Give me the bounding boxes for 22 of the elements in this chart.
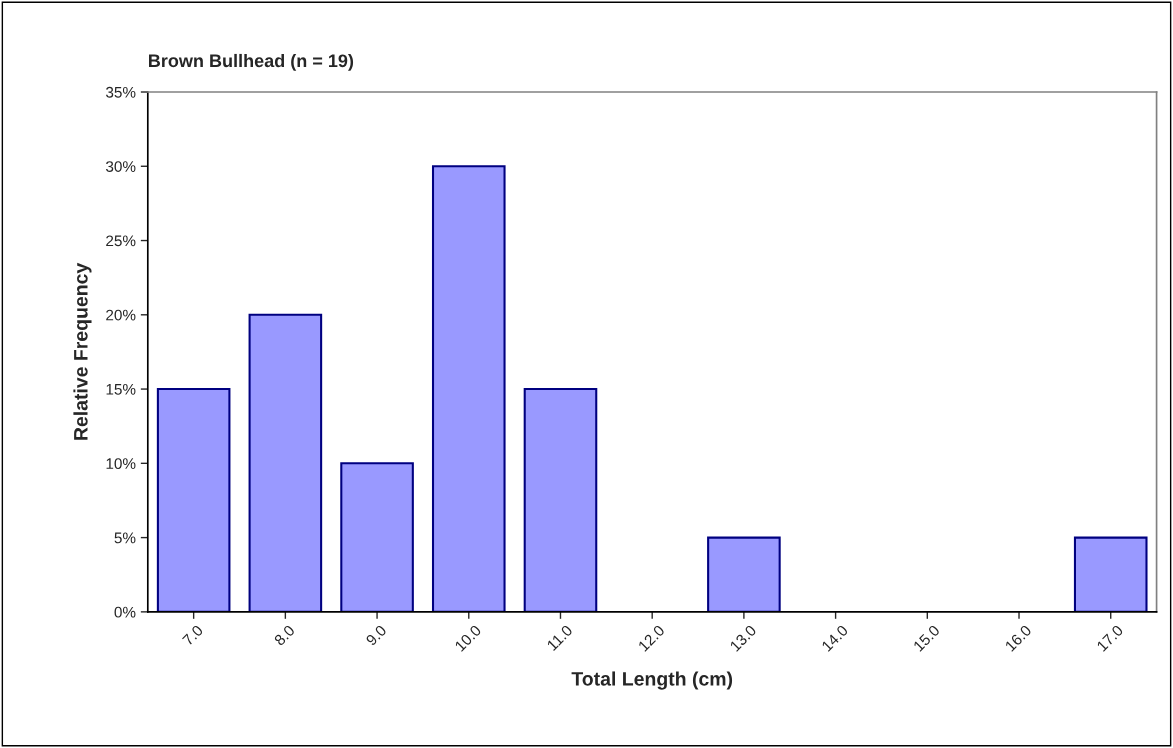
x-tick-label: 9.0 bbox=[365, 624, 388, 647]
y-tick-label: 20% bbox=[106, 309, 136, 321]
y-tick-label: 0% bbox=[114, 606, 136, 618]
bar bbox=[431, 165, 506, 612]
y-axis-title: Relative Frequency bbox=[73, 262, 92, 440]
bar bbox=[707, 536, 781, 612]
y-tick-label: 15% bbox=[106, 384, 136, 395]
y-tick-label: 25% bbox=[106, 235, 136, 247]
x-axis-title: Total Length (cm) bbox=[571, 671, 733, 690]
x-tick-label: 8.0 bbox=[273, 624, 296, 647]
y-tick-label: 10% bbox=[106, 458, 136, 470]
bar bbox=[248, 313, 323, 612]
bar bbox=[156, 388, 231, 612]
bar bbox=[1073, 536, 1148, 612]
y-tick-label: 30% bbox=[106, 161, 136, 172]
bar bbox=[523, 388, 598, 612]
x-tick-label: 11.0 bbox=[546, 624, 574, 652]
y-tick-label: 5% bbox=[114, 532, 136, 544]
bar bbox=[340, 462, 414, 612]
x-tick-label: 7.0 bbox=[181, 624, 204, 647]
chart-title: Brown Bullhead (n = 19) bbox=[149, 53, 354, 71]
y-tick-label: 35% bbox=[106, 86, 136, 98]
